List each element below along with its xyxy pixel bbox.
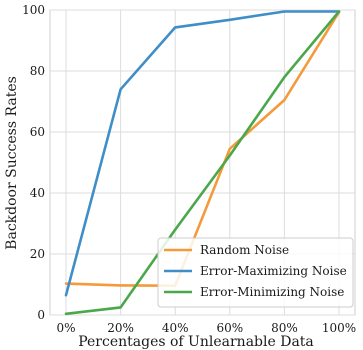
legend-label-error-minimizing-noise: Error-Minimizing Noise [200, 285, 344, 299]
y-tick-label: 0 [37, 308, 45, 322]
y-tick-label: 40 [30, 186, 45, 200]
x-tick-label: 0% [56, 321, 75, 335]
y-tick-label: 60 [30, 125, 45, 139]
x-axis-title: Percentages of Unlearnable Data [78, 334, 314, 350]
x-tick-label: 20% [107, 321, 134, 335]
legend-label-error-maximizing-noise: Error-Maximizing Noise [200, 264, 347, 278]
series-line-error-maximizing-noise [64, 10, 341, 297]
x-tick-label: 40% [162, 321, 189, 335]
y-tick-label: 20 [30, 247, 45, 261]
legend-box [157, 237, 354, 308]
series-line-random-noise [64, 10, 341, 288]
x-tick-labels: 0% 20% 40% 60% 80% 100% [56, 321, 356, 335]
series-line-error-minimizing-noise [64, 10, 341, 316]
legend-label-random-noise: Random Noise [200, 243, 289, 257]
x-tick-label: 80% [271, 321, 298, 335]
x-tick-label: 60% [216, 321, 243, 335]
legend: Random Noise Error-Maximizing Noise Error-… [157, 237, 354, 308]
x-tick-label: 100% [322, 321, 356, 335]
y-axis-title: Backdoor Success Rates [4, 76, 20, 250]
series-group [64, 10, 341, 316]
y-tick-label: 100 [22, 3, 45, 17]
y-tick-labels: 0 20 40 60 80 100 [22, 3, 45, 322]
y-tick-label: 80 [30, 64, 45, 78]
